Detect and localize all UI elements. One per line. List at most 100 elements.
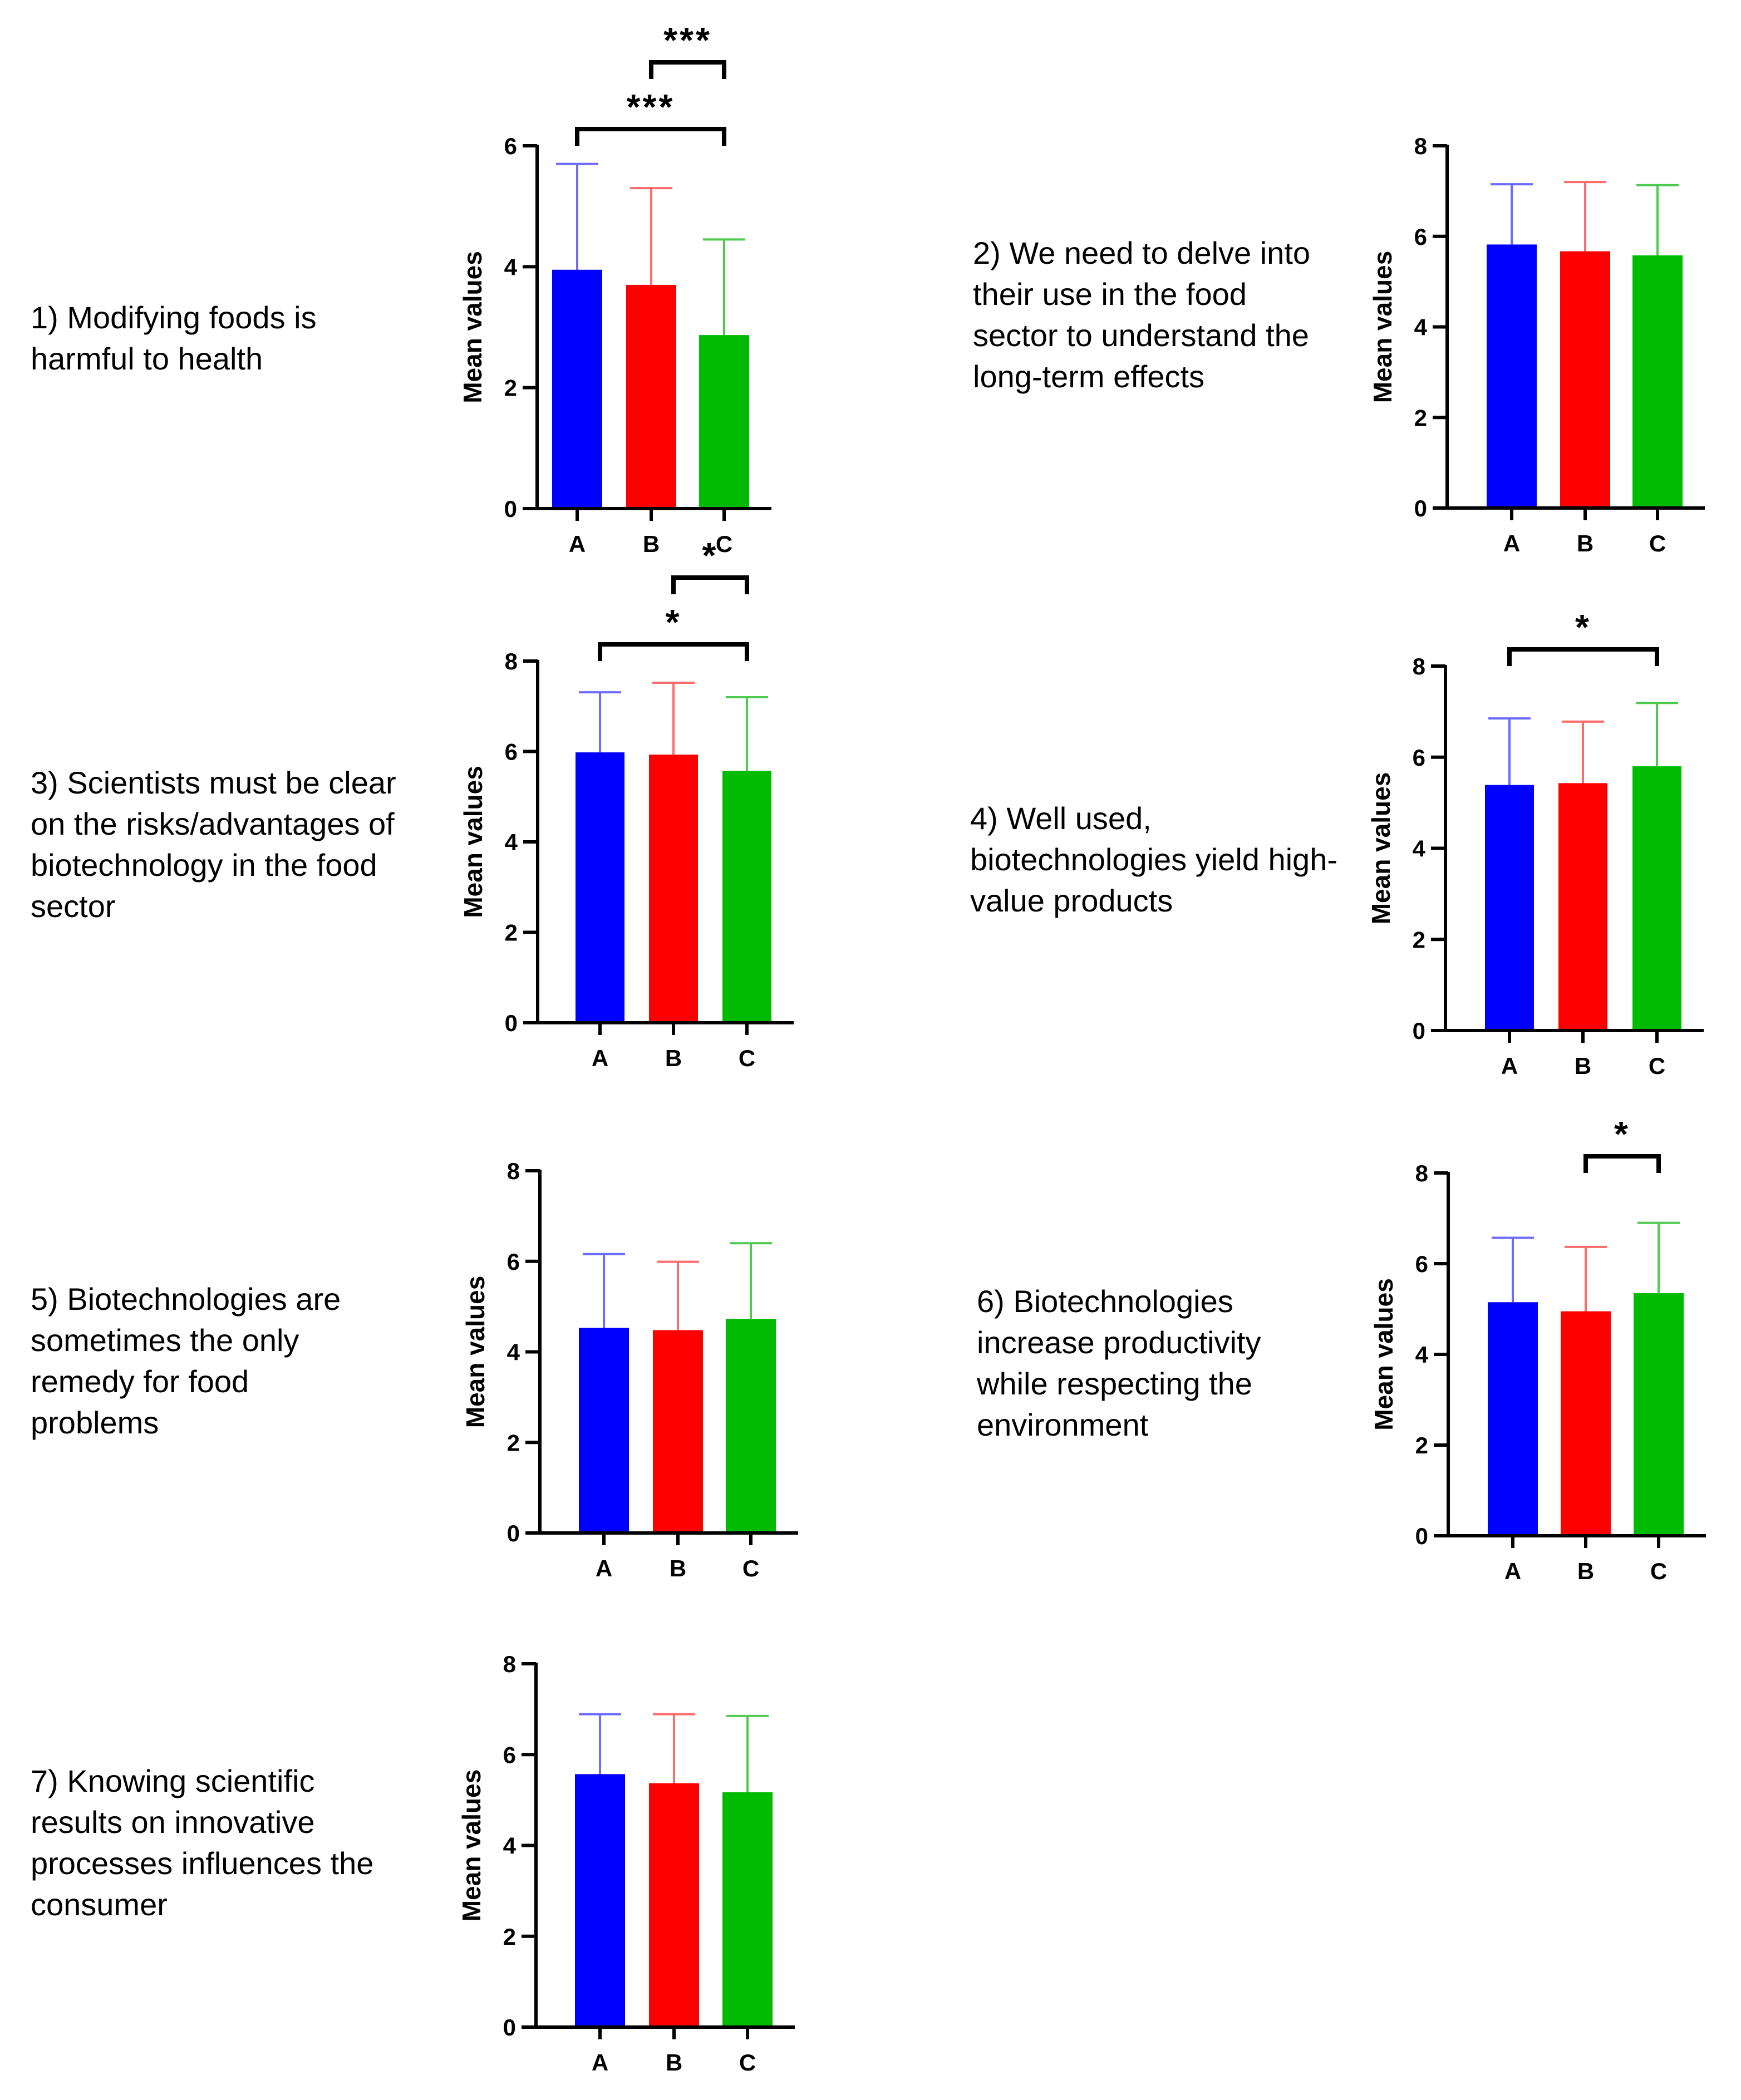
y-tick-label: 0 bbox=[505, 1010, 518, 1036]
question-label-line: value products bbox=[970, 883, 1173, 918]
x-tick-label-C: C bbox=[1650, 1558, 1667, 1584]
question-label-line: sector to understand the bbox=[973, 318, 1309, 353]
y-tick-label: 6 bbox=[505, 739, 518, 765]
bar-C bbox=[1632, 255, 1683, 508]
y-axis-title: Mean values bbox=[458, 251, 487, 403]
y-tick-label: 4 bbox=[1413, 836, 1426, 862]
question-label-line: 1) Modifying foods is bbox=[31, 300, 317, 335]
y-tick-label: 4 bbox=[1415, 1342, 1429, 1368]
bar-A bbox=[575, 1774, 625, 2027]
question-label-1: 1) Modifying foods is harmful to health bbox=[31, 297, 317, 379]
bar-C bbox=[699, 335, 749, 509]
question-label-line: processes influences the bbox=[31, 1846, 374, 1881]
x-tick-label-C: C bbox=[1649, 530, 1666, 556]
chart-panel-6: 0 2 4 6 8 A B C Mean values * bbox=[1369, 1114, 1706, 1584]
y-tick-label: 6 bbox=[1414, 224, 1427, 250]
x-tick-label-C: C bbox=[742, 1555, 759, 1581]
question-label-line: sometimes the only bbox=[31, 1323, 299, 1358]
question-label-line: while respecting the bbox=[977, 1366, 1252, 1401]
bar-B bbox=[653, 1330, 703, 1533]
question-label-line: environment bbox=[977, 1407, 1149, 1442]
question-label-line: on the risks/advantages of bbox=[31, 806, 395, 841]
y-tick-label: 2 bbox=[1413, 926, 1425, 953]
question-label-5: 5) Biotechnologies are sometimes the onl… bbox=[31, 1279, 341, 1443]
y-tick-label: 6 bbox=[503, 1742, 516, 1768]
x-tick-label-A: A bbox=[592, 1045, 608, 1071]
x-tick-label-C: C bbox=[716, 531, 732, 557]
x-tick-label-A: A bbox=[1501, 1053, 1518, 1079]
question-label-line: 6) Biotechnologies bbox=[977, 1284, 1233, 1319]
y-tick-label: 2 bbox=[503, 1924, 516, 1950]
chart-panel-7: 0 2 4 6 8 A B C Mean values bbox=[457, 1651, 795, 2076]
x-tick-label-A: A bbox=[1504, 1558, 1521, 1584]
question-label-line: 5) Biotechnologies are bbox=[31, 1281, 341, 1317]
bar-C bbox=[1632, 766, 1681, 1031]
question-label-line: 3) Scientists must be clear bbox=[31, 765, 396, 800]
y-tick-label: 8 bbox=[507, 1158, 520, 1184]
x-tick-label-B: B bbox=[643, 531, 660, 557]
significance-bracket bbox=[671, 575, 749, 594]
significance-bracket bbox=[649, 60, 726, 79]
question-label-line: their use in the food bbox=[973, 277, 1247, 312]
y-tick-label: 2 bbox=[1415, 1432, 1428, 1458]
x-tick-label-C: C bbox=[739, 2049, 756, 2076]
x-tick-label-B: B bbox=[1577, 530, 1594, 556]
significance-bracket bbox=[1507, 647, 1659, 666]
y-axis-title: Mean values bbox=[1368, 251, 1397, 403]
question-label-line: sector bbox=[31, 889, 116, 924]
y-axis-title: Mean values bbox=[457, 1769, 486, 1922]
question-label-line: 2) We need to delve into bbox=[973, 235, 1311, 270]
y-tick-label: 4 bbox=[505, 829, 518, 855]
x-tick-label-B: B bbox=[670, 1555, 686, 1581]
y-tick-label: 0 bbox=[1413, 1018, 1425, 1044]
y-tick-label: 6 bbox=[507, 1249, 520, 1275]
y-tick-label: 6 bbox=[1413, 745, 1425, 771]
significance-bracket bbox=[1583, 1154, 1661, 1173]
y-tick-label: 4 bbox=[504, 254, 518, 280]
y-tick-label: 0 bbox=[1414, 495, 1427, 521]
significance-label: * bbox=[1575, 607, 1591, 647]
bar-A bbox=[1488, 1302, 1538, 1536]
question-label-6: 6) Biotechnologies increase productivity… bbox=[977, 1281, 1261, 1446]
significance-label: *** bbox=[663, 20, 712, 60]
y-tick-label: 2 bbox=[504, 375, 517, 401]
significance-bracket bbox=[598, 642, 749, 661]
bar-C bbox=[726, 1319, 776, 1533]
y-tick-label: 0 bbox=[503, 2014, 516, 2040]
y-tick-label: 6 bbox=[1415, 1251, 1428, 1277]
y-tick-label: 6 bbox=[504, 133, 517, 159]
significance-label: *** bbox=[627, 87, 675, 127]
question-label-4: 4) Well used, biotechnologies yield high… bbox=[970, 798, 1337, 921]
x-tick-label-B: B bbox=[665, 1045, 682, 1071]
y-tick-label: 8 bbox=[503, 1651, 516, 1677]
x-tick-label-A: A bbox=[569, 531, 586, 557]
y-tick-label: 0 bbox=[507, 1520, 520, 1546]
x-tick-label-A: A bbox=[592, 2049, 608, 2076]
y-tick-label: 8 bbox=[1413, 653, 1425, 679]
significance-label: * bbox=[666, 602, 682, 642]
x-tick-label-B: B bbox=[666, 2049, 682, 2076]
y-tick-label: 8 bbox=[1415, 1160, 1428, 1186]
y-tick-label: 0 bbox=[1415, 1523, 1428, 1549]
x-tick-label-A: A bbox=[596, 1555, 612, 1581]
y-axis-title: Mean values bbox=[459, 766, 488, 918]
bar-C bbox=[722, 771, 771, 1023]
question-label-line: 7) Knowing scientific bbox=[31, 1763, 315, 1798]
bar-B bbox=[649, 755, 698, 1023]
question-label-line: 4) Well used, bbox=[970, 801, 1152, 836]
bar-B bbox=[1558, 783, 1607, 1031]
question-label-line: increase productivity bbox=[977, 1325, 1261, 1360]
question-label-line: consumer bbox=[31, 1887, 168, 1922]
y-axis-title: Mean values bbox=[461, 1276, 490, 1428]
bar-B bbox=[649, 1783, 699, 2027]
question-label-3: 3) Scientists must be clear on the risks… bbox=[31, 762, 396, 927]
question-label-7: 7) Knowing scientific results on innovat… bbox=[31, 1761, 373, 1925]
chart-panel-3: 0 2 4 6 8 A B C Mean values * * bbox=[459, 535, 794, 1071]
y-tick-label: 8 bbox=[505, 648, 518, 674]
bar-A bbox=[1487, 244, 1537, 508]
question-label-line: remedy for food bbox=[31, 1364, 249, 1399]
bar-B bbox=[1561, 1311, 1611, 1536]
y-axis-title: Mean values bbox=[1366, 772, 1395, 925]
chart-panel-2: 0 2 4 6 8 A B C Mean values bbox=[1368, 133, 1705, 556]
